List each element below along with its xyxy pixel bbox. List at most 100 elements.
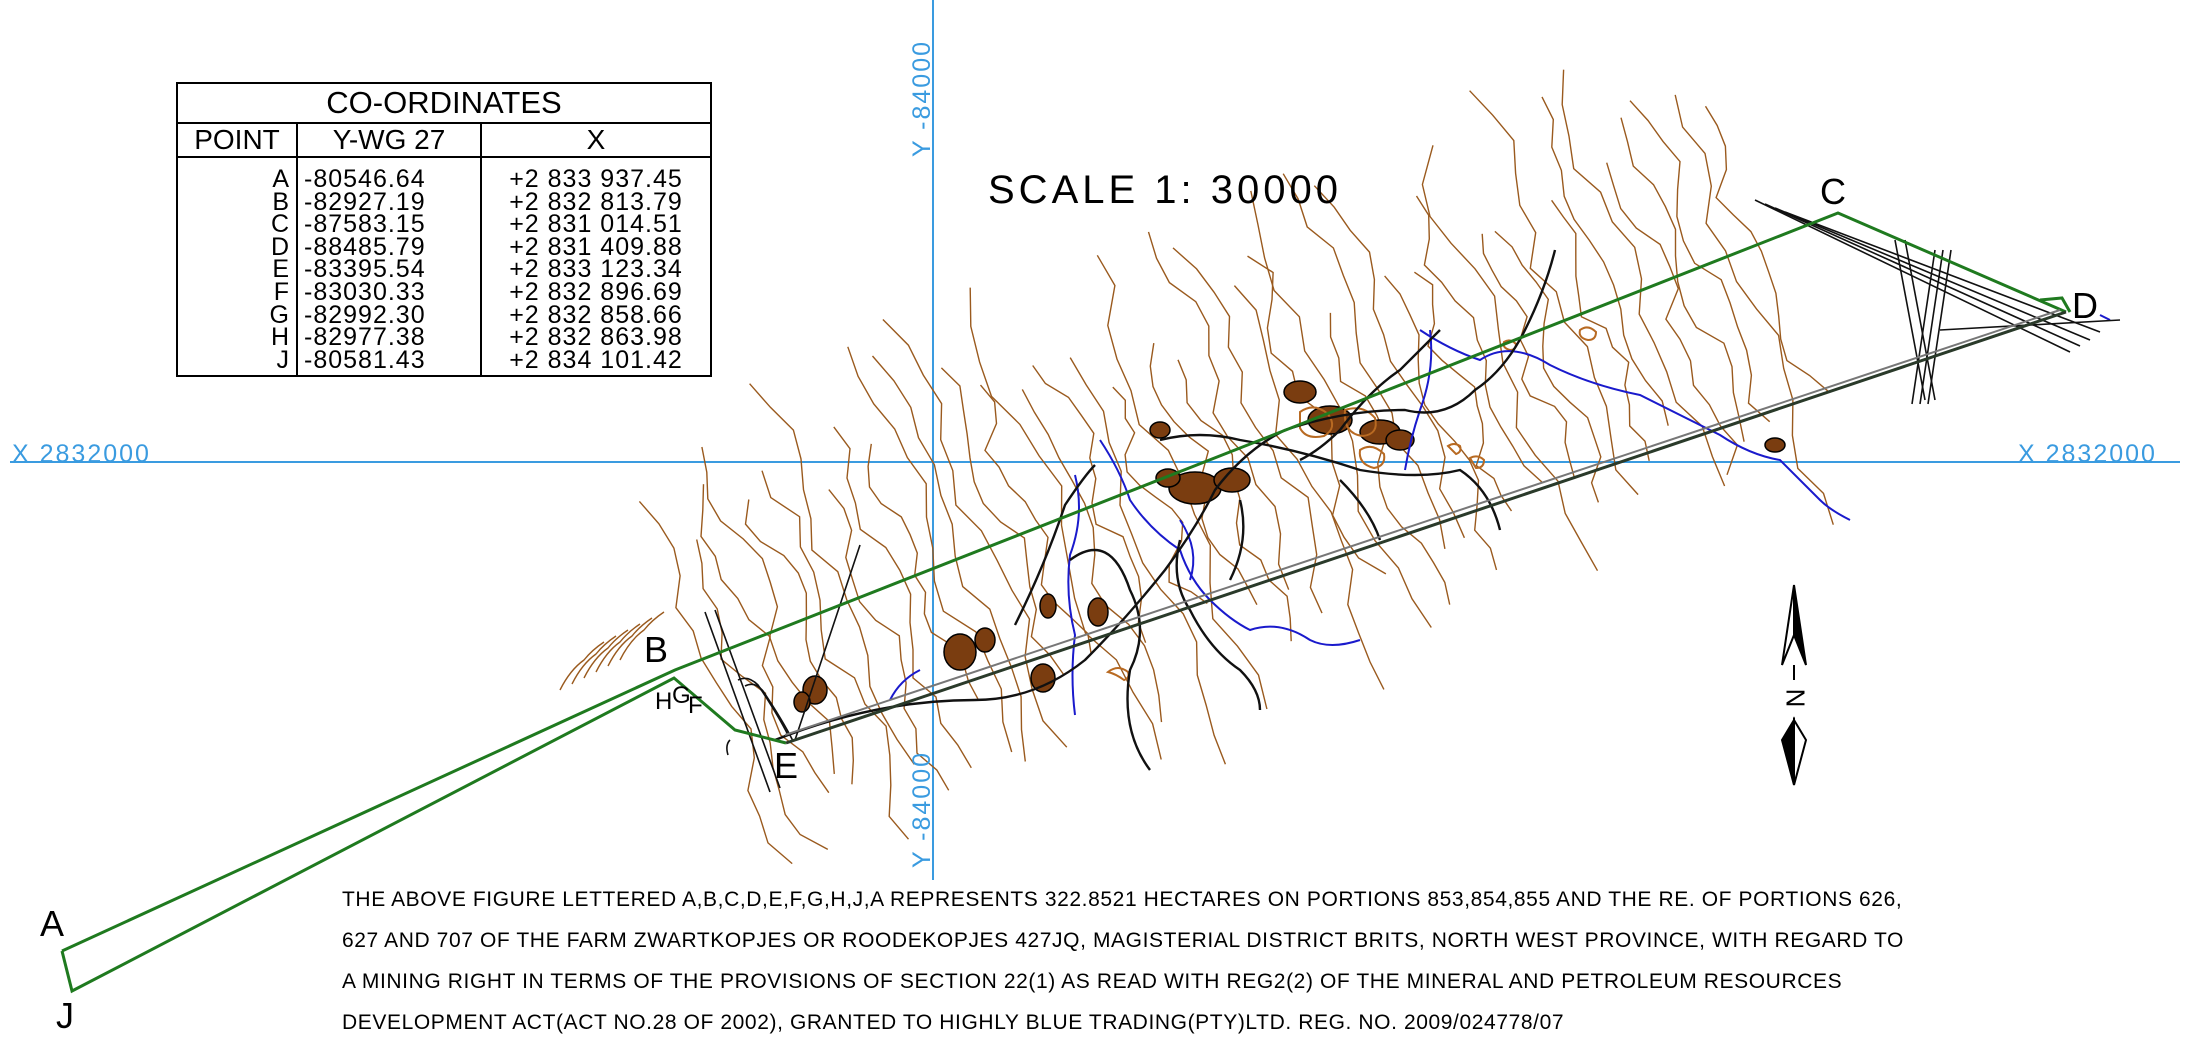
contour-line <box>1551 199 1650 462</box>
roads <box>774 249 1557 771</box>
description-line: THE ABOVE FIGURE LETTERED A,B,C,D,E,F,G,… <box>342 888 1903 911</box>
contour-line <box>882 319 1068 748</box>
cell-y: -88485.79 <box>296 235 482 259</box>
x-grid-label-left: X 2832000 <box>12 440 151 468</box>
contour-line <box>638 500 793 865</box>
cell-point: J <box>176 347 298 377</box>
contour-line <box>1414 271 1513 512</box>
contour-line <box>1329 312 1451 605</box>
point-label-b: B <box>644 629 669 670</box>
cell-point: B <box>176 189 298 214</box>
contour-line <box>940 367 1065 676</box>
contour-line <box>583 629 629 679</box>
point-label-f: F <box>688 692 703 719</box>
point-label-e: E <box>774 745 799 786</box>
col-header-y: Y-WG 27 <box>296 123 482 158</box>
cell-point: F <box>176 280 298 304</box>
contour-line <box>1313 185 1466 539</box>
table-row: A -80546.64 +2 833 937.45 <box>176 157 712 191</box>
cell-x: +2 832 813.79 <box>480 189 712 214</box>
table-row: E -83395.54 +2 833 123.34 <box>176 257 712 282</box>
contour-line <box>1421 145 1599 572</box>
contour-line <box>1032 365 1147 643</box>
cell-x: +2 834 101.42 <box>480 347 712 377</box>
y-grid-label-bottom: Y -84000 <box>908 750 936 868</box>
contour-line <box>1177 359 1292 642</box>
contour-lines <box>559 69 1834 865</box>
contour-line <box>1021 389 1163 723</box>
contour-line <box>619 611 665 661</box>
cell-point: G <box>176 302 298 327</box>
cell-x: +2 831 014.51 <box>480 212 712 236</box>
description-line: A MINING RIGHT IN TERMS OF THE PROVISION… <box>342 970 1843 993</box>
contour-line <box>1233 285 1385 690</box>
cell-y: -82977.38 <box>296 325 482 349</box>
description-line: DEVELOPMENT ACT(ACT NO.28 OF 2002), GRAN… <box>342 1011 1565 1034</box>
cell-point: D <box>176 235 298 259</box>
col-header-x: X <box>480 123 712 158</box>
contour-line <box>559 641 605 691</box>
description-block: THE ABOVE FIGURE LETTERED A,B,C,D,E,F,G,… <box>342 888 2162 1052</box>
contour-line <box>1147 231 1290 590</box>
contour-line <box>1620 117 1745 442</box>
mine-features <box>793 380 1786 713</box>
point-label-h: H <box>655 688 673 715</box>
contour-line <box>828 489 950 791</box>
contour-line <box>847 346 1013 753</box>
cell-y: -82992.30 <box>296 302 482 327</box>
coordinates-table: CO-ORDINATES POINT Y-WG 27 X A -80546.64 +… <box>176 82 712 378</box>
cell-y: -80546.64 <box>296 157 482 191</box>
contour-line <box>701 446 835 774</box>
north-arrow <box>1780 584 1808 786</box>
cell-x: +2 831 409.88 <box>480 235 712 259</box>
contour-line <box>744 499 855 785</box>
description-line: 627 AND 707 OF THE FARM ZWARTKOPJES OR R… <box>342 929 1904 952</box>
contour-line <box>1112 386 1208 604</box>
cell-x: +2 832 858.66 <box>480 302 712 327</box>
north-letter: N <box>1780 688 1811 708</box>
contour-line <box>1469 90 1639 496</box>
cell-point: H <box>176 325 298 349</box>
contour-line <box>833 426 972 769</box>
point-label-a: A <box>40 903 65 944</box>
contour-line <box>607 617 653 667</box>
cell-y: -83395.54 <box>296 257 482 282</box>
contour-line <box>1481 233 1576 480</box>
contour-line <box>871 355 1026 762</box>
contour-line <box>1282 173 1446 550</box>
contour-line <box>761 470 910 840</box>
contour-line <box>969 287 1162 760</box>
cell-y: -83030.33 <box>296 280 482 304</box>
table-row: F -83030.33 +2 832 896.69 <box>176 280 712 304</box>
table-row: G -82992.30 +2 832 858.66 <box>176 302 712 327</box>
contour-line <box>1384 275 1498 571</box>
cell-y: -80581.43 <box>296 347 482 377</box>
table-row: B -82927.19 +2 832 813.79 <box>176 189 712 214</box>
contour-line <box>1069 357 1227 765</box>
contour-line <box>1172 247 1323 614</box>
point-label-g: G <box>672 682 691 709</box>
cell-point: A <box>176 157 298 191</box>
contour-line <box>1629 100 1771 423</box>
contour-line <box>1606 162 1739 476</box>
table-row: C -87583.15 +2 831 014.51 <box>176 212 712 236</box>
contour-line <box>1674 94 1834 525</box>
col-header-point: POINT <box>176 123 298 158</box>
lease-boundary <box>60 211 2072 994</box>
contour-line <box>571 635 617 685</box>
contour-line <box>696 539 829 851</box>
y-grid-label-top: Y -84000 <box>908 39 936 157</box>
cell-x: +2 832 896.69 <box>480 280 712 304</box>
table-row: D -88485.79 +2 831 409.88 <box>176 235 712 259</box>
table-title: CO-ORDINATES <box>176 83 712 124</box>
cell-y: -82927.19 <box>296 189 482 214</box>
cell-point: E <box>176 257 298 282</box>
x-grid-label-right: X 2832000 <box>2018 440 2157 468</box>
contour-line <box>1541 96 1669 426</box>
table-row: H -82977.38 +2 832 863.98 <box>176 325 712 349</box>
point-label-j: J <box>56 995 74 1036</box>
cell-x: +2 832 863.98 <box>480 325 712 349</box>
cell-x: +2 833 937.45 <box>480 157 712 191</box>
scale-label: SCALE 1: 30000 <box>988 168 1342 212</box>
